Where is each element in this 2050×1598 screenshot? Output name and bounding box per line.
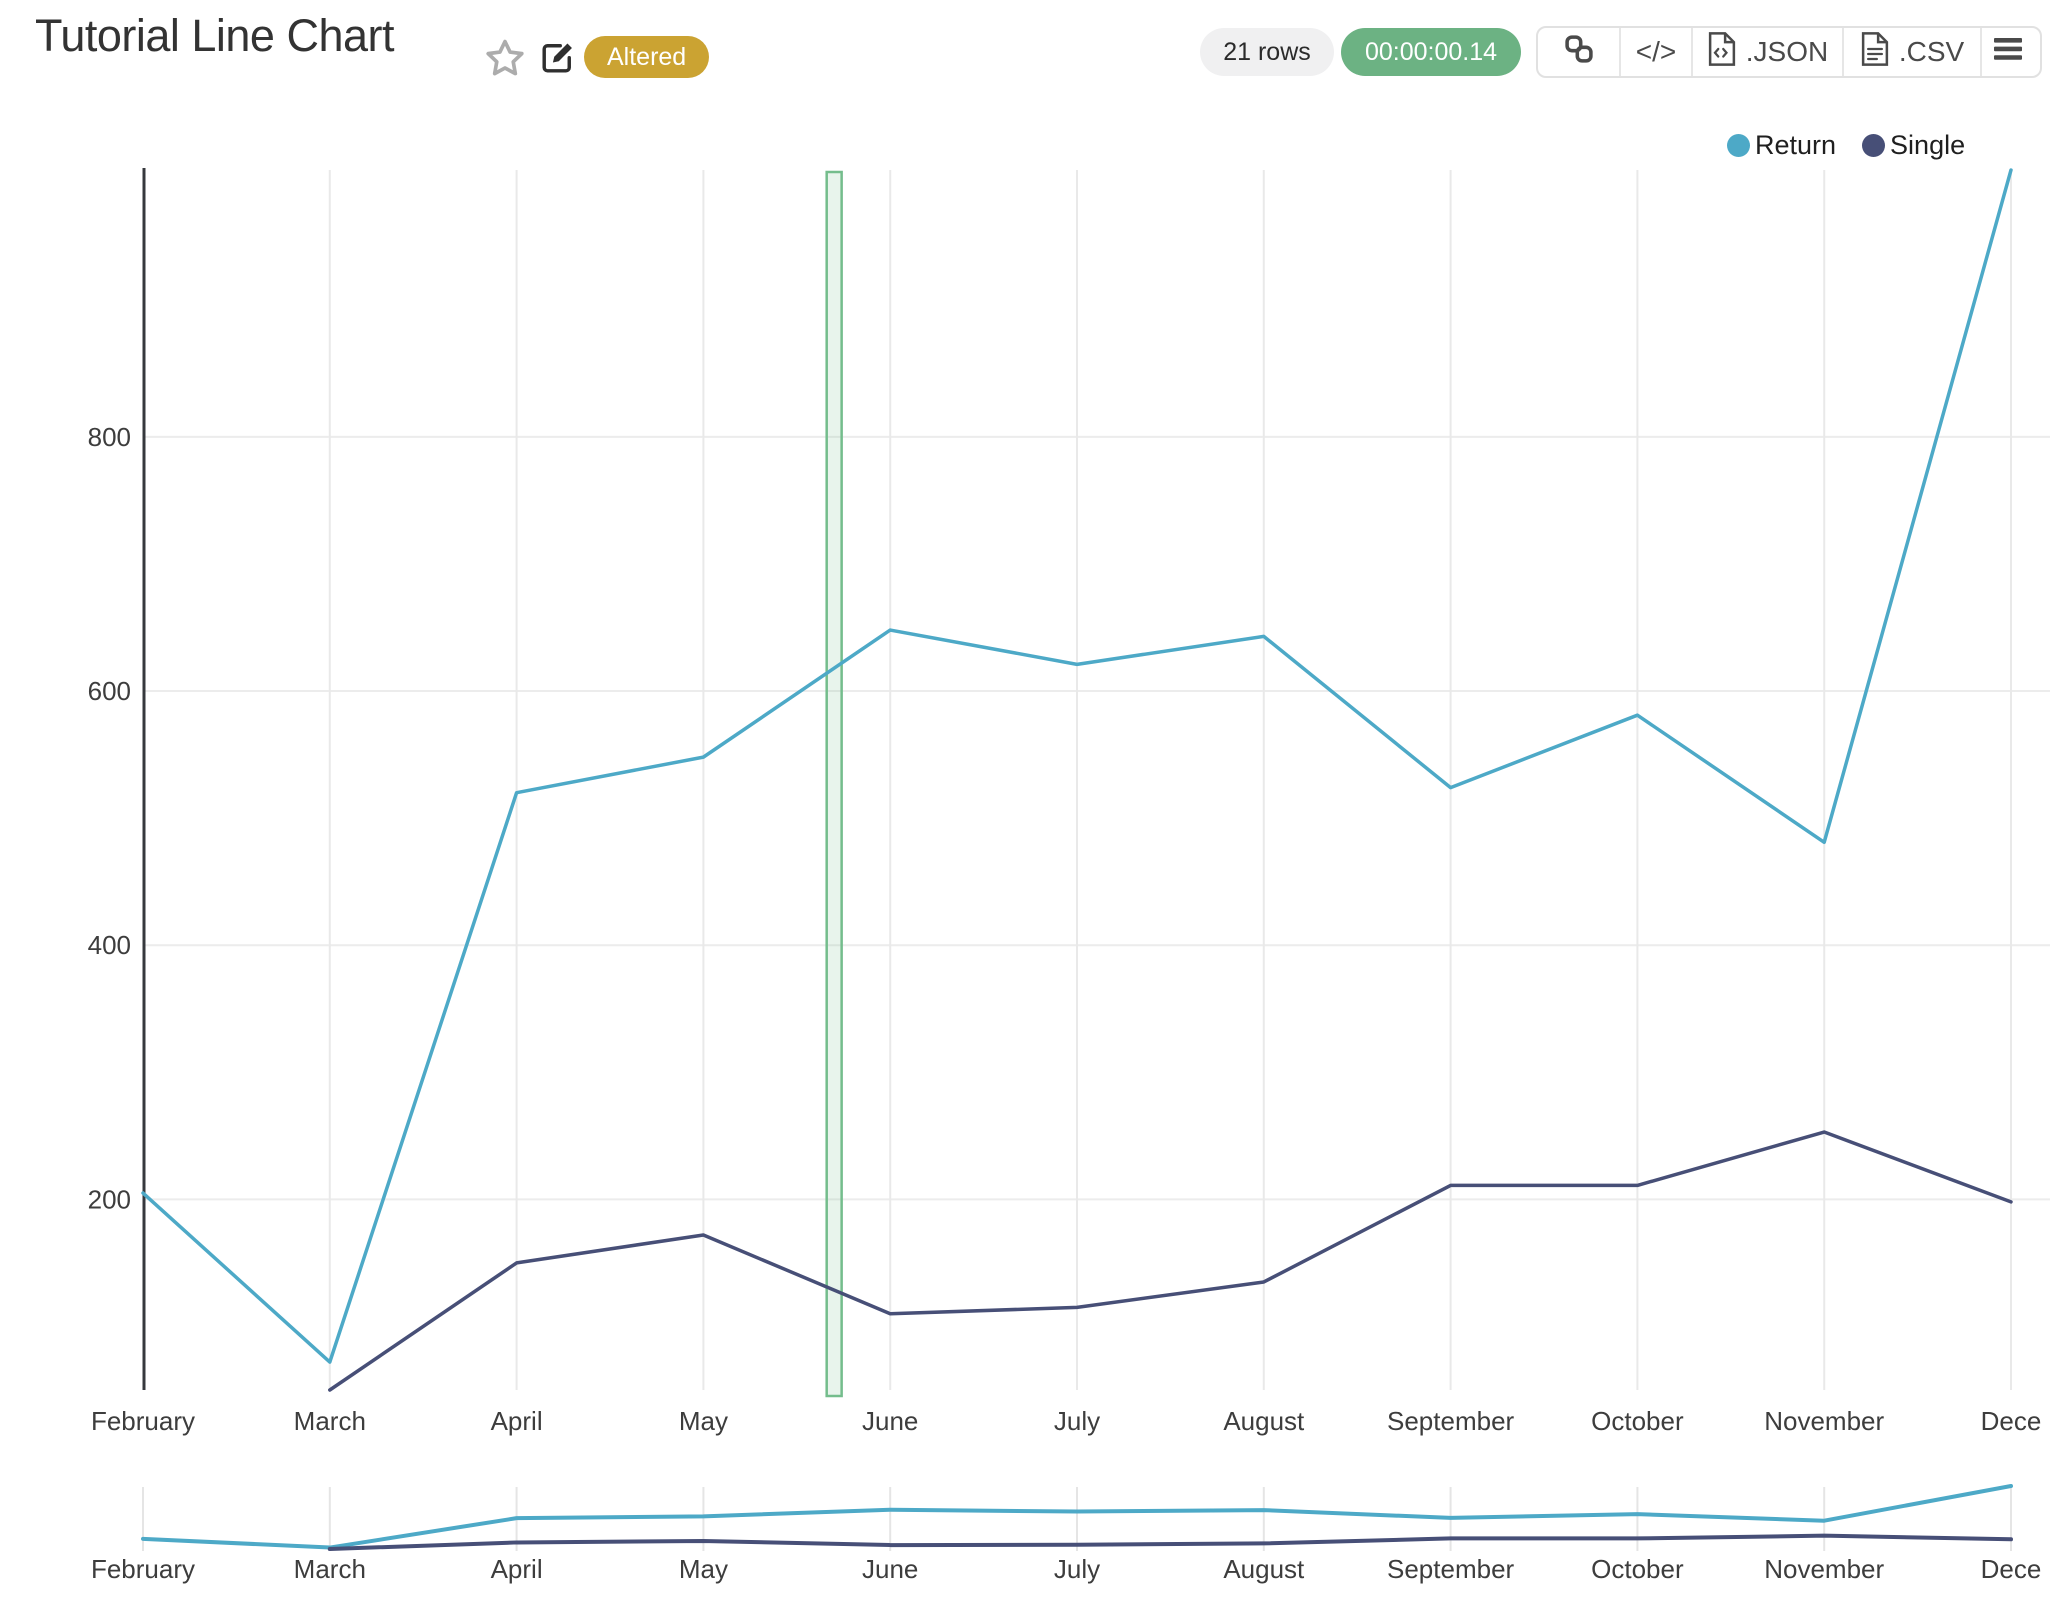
export-csv-label: .CSV bbox=[1898, 36, 1965, 67]
single-line-series[interactable] bbox=[328, 1130, 2013, 1392]
return-line-series[interactable] bbox=[141, 168, 2013, 1364]
code-icon: </> bbox=[1635, 36, 1677, 67]
x-axis-label: September bbox=[1387, 1406, 1515, 1436]
hamburger-menu-icon bbox=[1993, 36, 2023, 69]
star-icon bbox=[484, 39, 526, 82]
navigator-x-label: November bbox=[1764, 1554, 1884, 1584]
navigator-x-label: April bbox=[491, 1554, 543, 1584]
navigator-x-label: May bbox=[679, 1554, 728, 1584]
navigator-x-label: October bbox=[1591, 1554, 1684, 1584]
x-axis-label: February bbox=[91, 1406, 195, 1436]
x-axis-label: March bbox=[294, 1406, 366, 1436]
edit-chart-button[interactable] bbox=[540, 39, 576, 75]
return-series-dot bbox=[1727, 134, 1750, 157]
query-timer-label: 00:00:00.14 bbox=[1364, 37, 1498, 66]
page-title: Tutorial Line Chart bbox=[35, 10, 395, 61]
x-axis-label: October bbox=[1591, 1406, 1684, 1436]
export-json-label: .JSON bbox=[1745, 36, 1829, 67]
y-axis-tick-label: 400 bbox=[88, 930, 131, 960]
x-axis-label: Dece bbox=[1981, 1406, 2042, 1436]
export-json-button[interactable]: .JSON bbox=[1691, 28, 1842, 76]
y-axis-tick-label: 600 bbox=[88, 676, 131, 706]
export-toolbar: </> .JSON .CSV bbox=[1536, 26, 2042, 78]
link-icon bbox=[1562, 32, 1596, 73]
altered-badge-label: Altered bbox=[607, 42, 687, 71]
annotation-band[interactable] bbox=[825, 170, 843, 1398]
navigator-x-label: June bbox=[862, 1554, 918, 1584]
single-series-dot bbox=[1862, 134, 1886, 157]
gridlines: 200 400 600 800 February February March March Ap… bbox=[88, 170, 2050, 1584]
row-count-badge: 21 rows bbox=[1200, 28, 1334, 76]
navigator-return-line bbox=[141, 1484, 2013, 1550]
chart-legend: Return Single bbox=[1727, 130, 1965, 161]
legend-label-single: Single bbox=[1890, 130, 1966, 160]
x-axis-label: July bbox=[1054, 1406, 1100, 1436]
y-axis-tick-label: 800 bbox=[88, 422, 131, 452]
embed-code-button[interactable]: </> bbox=[1619, 28, 1691, 76]
navigator-x-label: August bbox=[1223, 1554, 1305, 1584]
more-options-menu-button[interactable] bbox=[1980, 28, 2034, 76]
export-csv-button[interactable]: .CSV bbox=[1842, 28, 1980, 76]
altered-badge[interactable]: Altered bbox=[584, 36, 710, 78]
row-count-label: 21 rows bbox=[1223, 37, 1311, 66]
x-axis-label: May bbox=[679, 1406, 728, 1436]
navigator-x-label: Dece bbox=[1981, 1554, 2042, 1584]
navigator-x-label: July bbox=[1054, 1554, 1100, 1584]
legend-label-return: Return bbox=[1755, 130, 1837, 160]
legend-item-single[interactable]: Single bbox=[1862, 130, 1965, 161]
edit-pencil-icon bbox=[540, 43, 576, 78]
x-axis-label: November bbox=[1764, 1406, 1884, 1436]
y-axis-tick-label: 200 bbox=[88, 1184, 131, 1214]
json-file-icon bbox=[1707, 31, 1737, 74]
csv-file-icon bbox=[1860, 31, 1890, 74]
navigator-single-line bbox=[327, 1533, 2013, 1551]
favorite-star-button[interactable] bbox=[484, 37, 526, 79]
x-axis-label: April bbox=[491, 1406, 543, 1436]
x-axis-label: August bbox=[1223, 1406, 1305, 1436]
query-timer-badge: 00:00:00.14 bbox=[1341, 28, 1521, 76]
navigator-x-label: September bbox=[1387, 1554, 1515, 1584]
navigator-x-label: March bbox=[294, 1554, 366, 1584]
navigator-brush-area[interactable] bbox=[141, 1484, 2013, 1551]
navigator-x-label: February bbox=[91, 1554, 195, 1584]
share-link-button[interactable] bbox=[1538, 28, 1619, 76]
legend-item-return[interactable]: Return bbox=[1727, 130, 1836, 161]
x-axis-label: June bbox=[862, 1406, 918, 1436]
